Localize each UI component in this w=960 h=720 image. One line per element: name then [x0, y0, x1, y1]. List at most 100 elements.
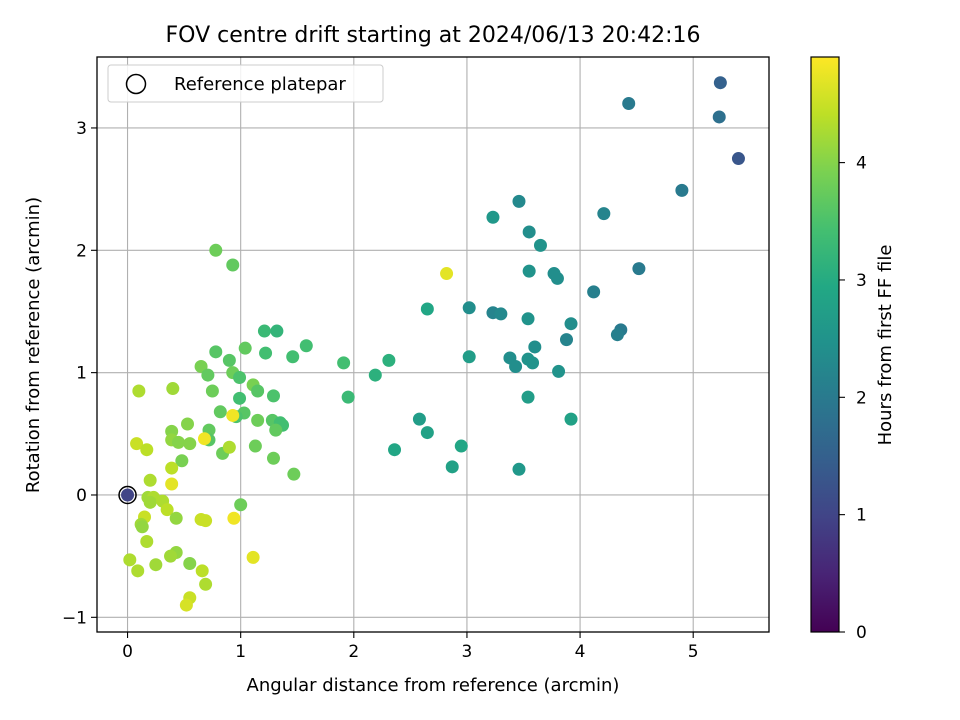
data-point	[731, 152, 745, 166]
data-point	[175, 454, 189, 468]
data-point	[552, 364, 566, 378]
data-point	[205, 384, 219, 398]
colorbar-label: Hours from first FF file	[875, 245, 896, 446]
data-point	[226, 258, 240, 272]
data-point	[201, 368, 215, 382]
data-point	[246, 550, 260, 564]
x-axis-label: Angular distance from reference (arcmin)	[247, 675, 620, 696]
data-point	[462, 350, 476, 364]
data-point	[368, 368, 382, 382]
data-point	[512, 462, 526, 476]
data-point	[179, 598, 193, 612]
data-point	[233, 371, 247, 385]
plot-frame	[96, 56, 770, 633]
reference-platepar-marker	[118, 485, 137, 505]
data-point	[462, 301, 476, 315]
data-point	[587, 285, 601, 299]
data-point	[454, 439, 468, 453]
colorbar: 0 1 2 3 4 Hours from first FF file	[810, 56, 896, 643]
data-point	[564, 412, 578, 426]
data-point	[270, 324, 284, 338]
data-point	[420, 302, 434, 316]
data-point	[165, 461, 179, 475]
x-tick-label: 0	[122, 642, 133, 662]
colorbar-tick-label: 3	[856, 271, 867, 291]
chart-title: FOV centre drift starting at 2024/06/13 …	[166, 23, 701, 48]
reference-data-point	[121, 488, 135, 502]
data-point	[143, 495, 157, 509]
data-point	[209, 345, 223, 359]
data-point	[131, 564, 145, 578]
data-point	[266, 389, 280, 403]
x-tick-label: 1	[235, 642, 246, 662]
data-point	[213, 405, 227, 419]
data-point	[143, 473, 157, 487]
data-point	[341, 390, 355, 404]
data-point	[181, 417, 195, 431]
colorbar-tick-label: 2	[856, 388, 867, 408]
x-tick-label: 4	[575, 642, 586, 662]
data-point	[171, 435, 185, 449]
data-point	[337, 356, 351, 370]
data-point	[528, 340, 542, 354]
legend-box	[107, 64, 384, 103]
data-point	[259, 346, 273, 360]
data-point	[632, 262, 646, 276]
y-tick-label: 2	[76, 241, 87, 261]
y-axis-label: Rotation from reference (arcmin)	[23, 197, 44, 493]
colorbar-gradient	[810, 56, 840, 633]
data-point	[135, 520, 149, 534]
data-point	[199, 514, 213, 528]
data-point	[183, 556, 197, 570]
y-tick-label: −1	[62, 608, 87, 628]
data-point	[165, 477, 179, 491]
data-point	[251, 384, 265, 398]
data-point	[248, 439, 262, 453]
data-point	[622, 96, 636, 110]
data-point	[227, 511, 241, 525]
data-point	[199, 577, 213, 591]
legend-entry-reference-platepar: Reference platepar	[174, 74, 346, 95]
data-point	[169, 511, 183, 525]
data-point	[266, 451, 280, 465]
data-point	[486, 210, 500, 224]
data-point	[166, 382, 180, 396]
data-point	[149, 558, 163, 572]
data-point	[509, 360, 523, 374]
legend-marker-icon	[125, 73, 147, 95]
data-point	[140, 534, 154, 548]
data-point	[440, 267, 454, 281]
data-point	[197, 432, 211, 446]
colorbar-tick-label: 4	[856, 154, 867, 174]
data-point	[234, 498, 248, 512]
colorbar-tick-label: 0	[856, 623, 867, 643]
data-point	[559, 333, 573, 347]
data-point	[286, 350, 300, 364]
grid	[97, 57, 769, 632]
data-point	[257, 324, 271, 338]
data-point	[533, 238, 547, 252]
data-point	[130, 437, 144, 451]
data-point	[610, 328, 624, 342]
data-point	[238, 341, 252, 355]
data-point	[445, 460, 459, 474]
data-point	[299, 339, 313, 353]
data-point	[269, 423, 283, 437]
colorbar-tick-label: 1	[856, 506, 867, 526]
data-point	[287, 467, 301, 481]
data-point	[597, 207, 611, 221]
data-point	[222, 353, 236, 367]
x-tick-label: 2	[348, 642, 359, 662]
legend: Reference platepar	[107, 64, 384, 103]
x-tick-label: 5	[688, 642, 699, 662]
y-tick-label: 1	[76, 364, 87, 384]
data-point	[140, 443, 154, 457]
y-tick-label: 0	[76, 486, 87, 506]
x-tick-label: 3	[462, 642, 473, 662]
data-point	[209, 243, 223, 257]
data-point	[521, 312, 535, 326]
x-axis: 0 1 2 3 4 5	[122, 632, 699, 662]
colorbar-ticks: 0 1 2 3 4	[839, 154, 867, 643]
data-point	[550, 271, 564, 285]
